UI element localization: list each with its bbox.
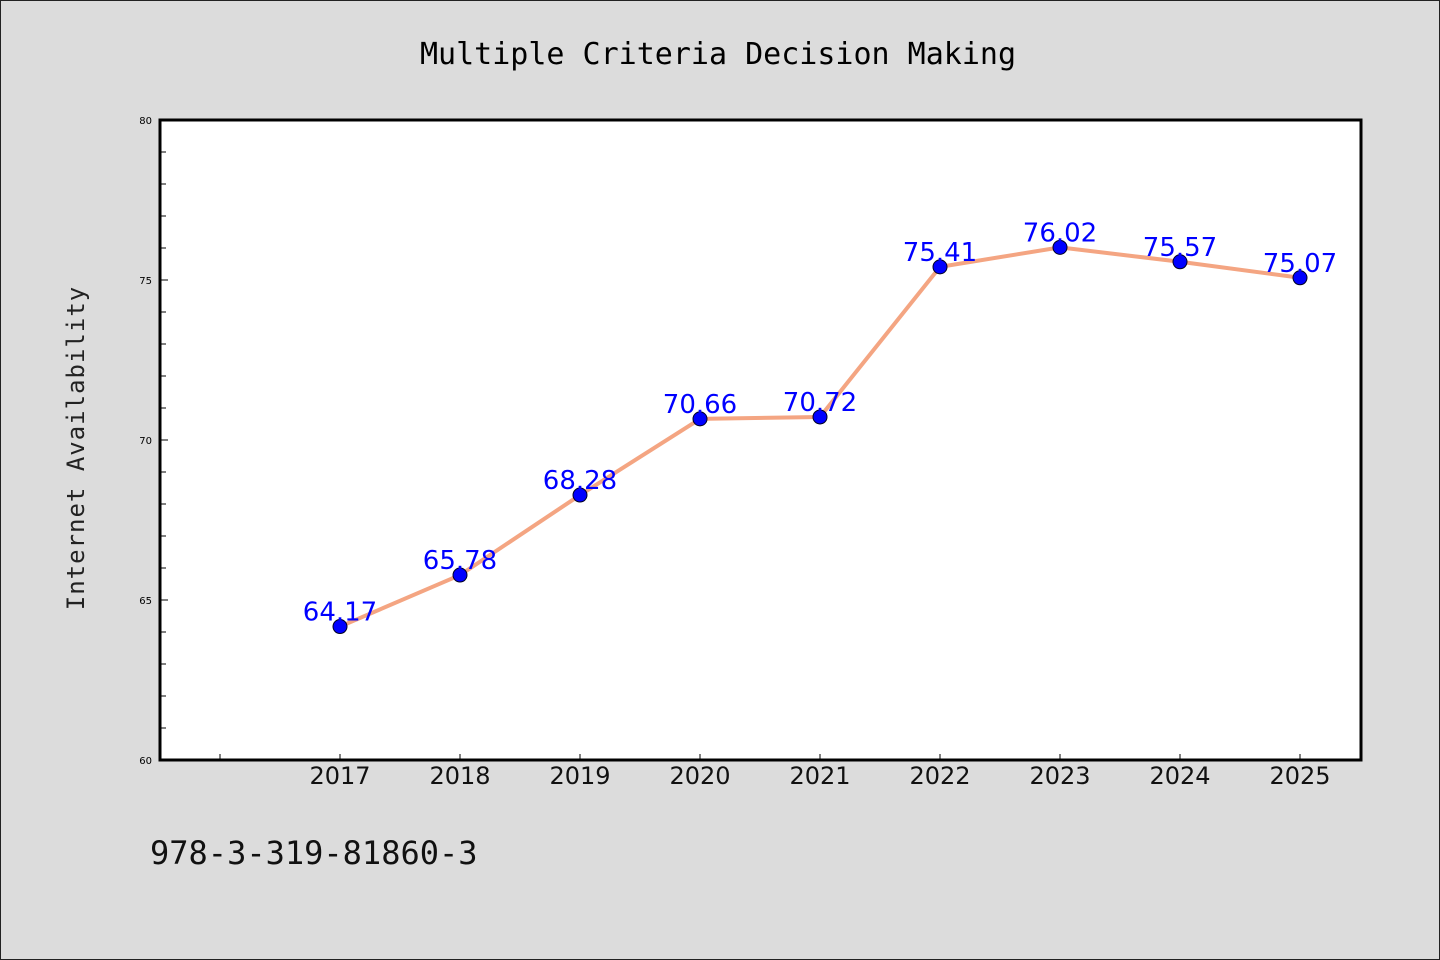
chart-title: Multiple Criteria Decision Making	[420, 37, 1016, 72]
data-point	[1052, 239, 1068, 255]
x-tick-label: 2021	[789, 762, 850, 790]
y-tick-label: 80	[139, 116, 152, 127]
footer-isbn: 978-3-319-81860-3	[150, 834, 478, 872]
data-point	[1172, 254, 1188, 270]
data-label: 65.78	[423, 546, 497, 576]
data-label: 76.02	[1023, 218, 1097, 248]
data-label: 64.17	[303, 598, 377, 628]
data-point	[452, 567, 468, 583]
plot-area	[160, 120, 1361, 760]
x-tick-label: 2019	[549, 762, 610, 790]
y-tick-label: 60	[139, 756, 152, 767]
data-label: 70.66	[663, 390, 737, 420]
y-tick-label: 75	[139, 276, 152, 287]
data-label: 68.28	[543, 466, 617, 496]
x-tick-label: 2025	[1269, 762, 1330, 790]
data-label: 75.41	[903, 238, 977, 268]
data-point	[932, 259, 948, 275]
data-point	[812, 409, 828, 425]
x-axis-ticks: 2017 2018 2019 2020 2021 2022 2023 2024 2025	[219, 754, 1331, 790]
x-tick-label: 2018	[429, 762, 490, 790]
y-axis-label: Internet Availability	[62, 286, 90, 610]
y-tick-label: 70	[139, 436, 152, 447]
x-tick-label: 2024	[1149, 762, 1210, 790]
data-label: 75.07	[1263, 249, 1337, 279]
data-label: 70.72	[783, 388, 857, 418]
y-tick-label: 65	[139, 596, 152, 607]
x-tick-label: 2022	[909, 762, 970, 790]
data-point	[1292, 270, 1308, 286]
series-markers-group	[332, 239, 1308, 635]
data-point	[692, 411, 708, 427]
data-point	[332, 619, 348, 635]
x-tick-label: 2017	[309, 762, 370, 790]
data-labels-group: 64.17 65.78 68.28 70.66 70.72 75.41 76.02 75.57…	[303, 218, 1337, 627]
x-tick-label: 2023	[1029, 762, 1090, 790]
plot-border	[158, 118, 1363, 762]
x-tick-label: 2020	[669, 762, 730, 790]
data-point	[572, 487, 588, 503]
data-label: 75.57	[1143, 233, 1217, 263]
